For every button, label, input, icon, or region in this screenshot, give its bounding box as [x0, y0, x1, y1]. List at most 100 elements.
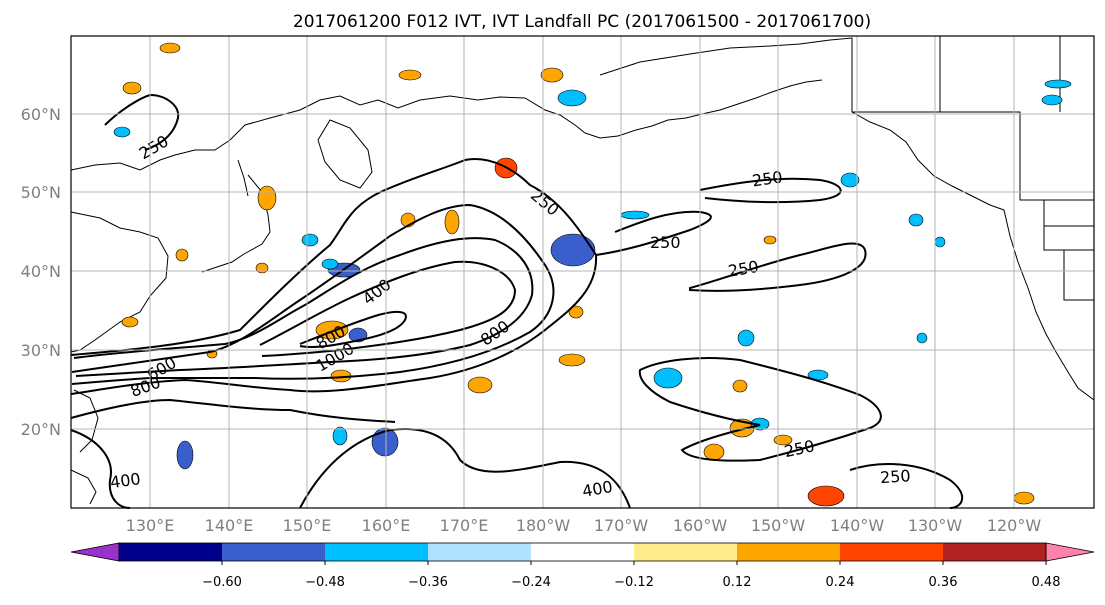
contour-400-main	[71, 203, 555, 385]
lon-label: 150°E	[283, 516, 332, 535]
lon-label: 130°E	[126, 516, 175, 535]
colorbar-tick-label: −0.48	[305, 575, 345, 590]
positive-patch	[1013, 491, 1035, 505]
positive-patch	[763, 235, 777, 245]
colorbar-tick-labels: −0.60 −0.48 −0.36 −0.24 −0.12 0.12 0.24 0.36 0.4…	[202, 575, 1061, 590]
positive-patch	[398, 69, 422, 81]
contour-250-sw	[70, 398, 396, 423]
negative-patch	[371, 427, 399, 457]
colorbar-segment	[840, 543, 944, 561]
negative-patch	[653, 367, 683, 389]
negative-patch	[176, 440, 194, 470]
colorbar-tick-label: −0.24	[511, 575, 551, 590]
coastline-philippines	[73, 389, 99, 453]
positive-patch	[540, 67, 564, 83]
negative-patch	[550, 233, 596, 267]
lon-label: 150°W	[751, 516, 806, 535]
colorbar-segment	[222, 543, 326, 561]
negative-patch	[620, 210, 650, 220]
contour-250-far-se	[849, 463, 963, 509]
negative-patch	[321, 258, 339, 270]
contour-250-east-a	[595, 210, 712, 256]
positive-patch	[257, 185, 277, 211]
lat-label: 50°N	[21, 183, 61, 202]
coastline-taiwan	[70, 469, 97, 505]
negative-patch	[1044, 79, 1072, 89]
lon-label: 170°W	[594, 516, 649, 535]
contour-250-south	[299, 428, 631, 509]
coastline-china-korea	[70, 211, 169, 353]
positive-patch	[122, 81, 142, 95]
positive-patch	[121, 316, 139, 328]
lon-label: 140°W	[830, 516, 885, 535]
negative-patch	[840, 172, 860, 188]
positive-patch	[467, 376, 493, 394]
contour-label: 250	[751, 167, 784, 190]
contour-400-south	[70, 429, 131, 509]
negative-patch	[301, 233, 319, 247]
canada-us-border	[852, 111, 1094, 201]
us-state-borders	[939, 36, 1094, 301]
negative-patch	[737, 329, 755, 347]
colorbar-segment	[737, 543, 841, 561]
map-frame	[70, 35, 1095, 509]
contour-label: 400	[109, 469, 142, 492]
colorbar-segment	[531, 543, 635, 561]
colorbar-tick-label: −0.36	[408, 575, 448, 590]
positive-patch	[807, 485, 845, 507]
contour-label: 250	[650, 233, 681, 252]
colorbar-segment	[428, 543, 532, 561]
lat-label: 30°N	[21, 341, 61, 360]
chart-title: 2017061200 F012 IVT, IVT Landfall PC (20…	[293, 12, 871, 32]
colorbar-segment	[943, 543, 1047, 561]
colorbar	[70, 542, 1095, 565]
colorbar-outline	[118, 542, 1047, 562]
colorbar-segment	[325, 543, 429, 561]
lon-label: 130°W	[908, 516, 963, 535]
negative-patch	[934, 236, 946, 248]
negative-patch	[332, 426, 348, 446]
contour-250-main	[70, 158, 598, 395]
coastline-sakhalin	[237, 159, 249, 197]
negative-patch	[908, 213, 924, 227]
map-background	[71, 36, 1094, 508]
colorbar-extension-low	[70, 542, 120, 562]
lon-label: 180°W	[516, 516, 571, 535]
longitude-labels: 130°E 140°E 150°E 160°E 170°E 180°W 170°W 160°W…	[126, 516, 1042, 535]
lon-label: 160°W	[673, 516, 728, 535]
latitude-labels: 60°N 50°N 40°N 30°N 20°N	[21, 105, 61, 439]
positive-patch	[703, 443, 725, 461]
contour-250-east-b	[689, 242, 867, 292]
contour-600	[73, 237, 534, 377]
colorbar-tick-label: 0.36	[929, 575, 958, 590]
colorbar-tick-label: −0.60	[202, 575, 242, 590]
lon-label: 140°E	[205, 516, 254, 535]
positive-patch	[568, 305, 584, 319]
colorbar-tick-label: −0.12	[614, 575, 654, 590]
colorbar-tick-label: 0.48	[1032, 575, 1061, 590]
colorbar-segment	[634, 543, 738, 561]
lat-label: 40°N	[21, 262, 61, 281]
positive-patch	[159, 42, 181, 54]
coastline-alaska	[599, 37, 1005, 211]
contour-250-nc	[699, 177, 842, 204]
colorbar-segment	[119, 543, 223, 561]
contour-1000	[299, 310, 407, 348]
contour-250-se	[638, 357, 882, 462]
positive-patch	[732, 379, 748, 393]
negative-patch	[113, 126, 131, 138]
lon-label: 170°E	[440, 516, 489, 535]
contour-label: 250	[879, 466, 911, 487]
map-panel: 250 250 250 250 250 250 250 400 800 1000…	[70, 35, 1095, 509]
negative-patch	[1041, 94, 1063, 106]
colorbar-tick-label: 0.24	[826, 575, 855, 590]
colorbar-extension-high	[1045, 542, 1095, 562]
coastline-asia	[70, 95, 586, 171]
lat-label: 60°N	[21, 105, 61, 124]
contour-250-upper-left	[104, 93, 180, 151]
negative-patch	[916, 332, 928, 344]
negative-patch	[557, 89, 587, 107]
gridlines	[71, 36, 1094, 508]
positive-patch	[558, 353, 586, 367]
